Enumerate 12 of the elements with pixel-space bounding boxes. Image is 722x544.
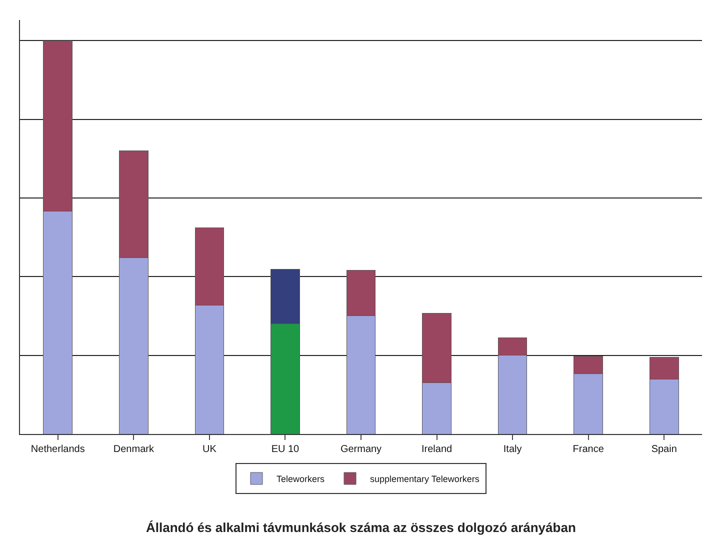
x-tick-label: Germany: [340, 444, 382, 455]
x-tick-label: UK: [202, 444, 217, 455]
legend-label: supplementary Teleworkers: [370, 474, 480, 484]
x-tick-label: Ireland: [421, 444, 452, 455]
legend-label: Teleworkers: [276, 474, 326, 484]
x-tick-label: Netherlands: [30, 444, 85, 455]
x-tick-label: EU 10: [271, 444, 300, 455]
x-tick-label: Denmark: [113, 444, 155, 455]
x-tick-label: Spain: [651, 444, 677, 455]
text: Állandó és alkalmi távmunkások száma az összes dolgozó arányában: [146, 520, 576, 535]
x-tick-label: France: [572, 444, 604, 455]
x-tick-label: Italy: [503, 444, 522, 455]
